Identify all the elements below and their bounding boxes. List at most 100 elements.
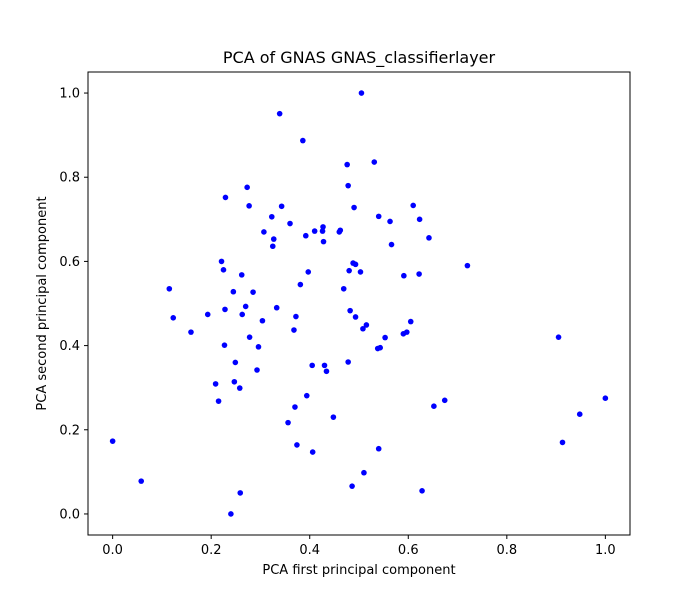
plot-area [88, 72, 630, 535]
data-point [254, 367, 260, 373]
data-point [238, 272, 245, 278]
data-point [287, 220, 293, 227]
x-tick-label: 0.6 [398, 543, 419, 558]
data-point [138, 478, 145, 484]
data-point [416, 216, 423, 223]
data-point [255, 344, 262, 350]
data-point [559, 439, 566, 446]
data-point [345, 359, 351, 365]
data-point [231, 378, 238, 385]
x-axis-ticks: 0.0 0.2 0.4 0.6 0.8 1.0 [102, 535, 616, 558]
data-point [220, 267, 227, 273]
data-point [401, 272, 407, 279]
x-tick-label: 0.8 [496, 543, 517, 558]
data-point [302, 232, 309, 239]
y-tick-label: 0.2 [59, 423, 80, 438]
data-point [292, 404, 298, 410]
data-point [426, 235, 432, 241]
data-point [361, 469, 367, 476]
data-point [237, 490, 244, 496]
data-point [215, 398, 222, 404]
x-tick-label: 0.0 [102, 543, 123, 558]
data-point [464, 262, 471, 269]
data-point [375, 213, 382, 220]
data-point [388, 241, 395, 248]
data-point [218, 258, 225, 265]
x-tick-label: 1.0 [595, 543, 616, 558]
data-point [351, 204, 357, 211]
plot-frame [87, 71, 631, 536]
data-point [300, 137, 306, 144]
data-point [371, 159, 378, 165]
y-tick-label: 0.4 [59, 339, 80, 354]
data-point [293, 313, 299, 320]
data-point [349, 483, 355, 489]
data-point [305, 269, 312, 275]
data-point [297, 281, 304, 288]
x-axis-label: PCA first principal component [262, 563, 455, 578]
data-point [239, 311, 246, 318]
data-point [330, 414, 337, 420]
data-point [230, 288, 237, 295]
data-point [576, 411, 583, 418]
data-point [188, 329, 194, 335]
data-point [273, 304, 280, 311]
data-point [242, 303, 249, 310]
data-points [109, 90, 609, 517]
data-point [357, 269, 364, 275]
data-point [236, 385, 243, 391]
data-point [346, 267, 352, 274]
data-point [320, 238, 327, 245]
data-point [345, 182, 351, 189]
data-point [212, 381, 219, 387]
data-point [261, 229, 267, 235]
data-point [232, 359, 239, 366]
data-point [340, 285, 347, 292]
data-point [441, 397, 448, 404]
data-point [268, 213, 275, 220]
data-point [246, 203, 252, 209]
x-tick-label: 0.4 [299, 543, 320, 558]
data-point [246, 334, 253, 340]
data-point [416, 271, 422, 277]
data-point [375, 445, 382, 452]
y-axis-label: PCA second principal component [35, 196, 50, 410]
data-point [294, 442, 300, 448]
y-tick-label: 0.8 [59, 171, 80, 186]
data-point [269, 243, 276, 250]
data-point [320, 224, 326, 230]
data-point [319, 228, 326, 234]
data-point [555, 334, 562, 340]
data-point [250, 289, 256, 295]
data-point [403, 329, 410, 335]
data-point [228, 511, 234, 517]
data-point [387, 218, 393, 225]
data-point [344, 161, 350, 168]
data-point [419, 488, 425, 494]
data-point [602, 395, 609, 402]
data-point [431, 403, 437, 410]
data-point [109, 438, 116, 444]
data-point [382, 334, 388, 341]
y-axis-ticks: 0.0 0.2 0.4 0.6 0.8 1.0 [59, 87, 88, 522]
data-point [323, 368, 330, 375]
data-point [311, 228, 318, 234]
data-point [221, 342, 228, 348]
data-point [410, 202, 417, 209]
x-tick-label: 0.2 [201, 543, 222, 558]
data-point [321, 362, 328, 369]
data-point [244, 184, 250, 191]
data-point [363, 322, 370, 328]
data-point [278, 203, 285, 210]
data-point [222, 306, 228, 313]
data-point [222, 194, 229, 201]
y-tick-label: 0.6 [59, 255, 80, 270]
data-point [303, 392, 310, 399]
data-point [377, 344, 383, 351]
data-point [270, 236, 277, 242]
data-point [259, 317, 266, 324]
y-tick-label: 1.0 [59, 87, 80, 102]
data-point [352, 314, 359, 320]
data-point [204, 311, 211, 318]
